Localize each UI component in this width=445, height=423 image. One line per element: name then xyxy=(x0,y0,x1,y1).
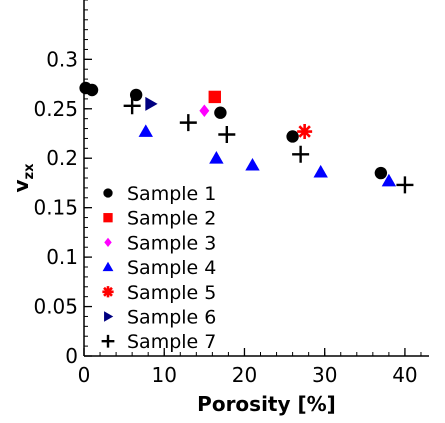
legend-marker xyxy=(104,237,112,248)
data-point-sample-6 xyxy=(145,96,158,111)
data-point-sample-1 xyxy=(214,106,227,119)
y-tick-label: 0.2 xyxy=(46,146,78,170)
data-point-sample-4 xyxy=(245,157,260,171)
legend-item: Sample 1 xyxy=(103,183,216,205)
legend-item: Sample 4 xyxy=(102,257,216,279)
legend-item: Sample 2 xyxy=(103,208,216,230)
y-axis-ticks: 0 0.05 0.1 0.15 0.2 0.25 0.3 xyxy=(33,0,92,368)
legend-label: Sample 4 xyxy=(127,257,216,279)
data-point-sample-2 xyxy=(208,90,221,104)
x-tick-label: 10 xyxy=(152,363,177,387)
data-point-sample-7 xyxy=(292,145,310,163)
y-axis-title-main: v xyxy=(9,179,33,192)
x-tick-label: 30 xyxy=(312,363,337,387)
legend-item: Sample 7 xyxy=(101,331,216,353)
legend-marker xyxy=(102,261,114,272)
x-tick-label: 20 xyxy=(232,363,257,387)
svg-text:vzx: vzx xyxy=(9,163,37,193)
data-point-sample-4 xyxy=(138,124,153,137)
y-tick-label: 0.25 xyxy=(33,97,78,121)
legend-label: Sample 5 xyxy=(127,282,216,304)
data-point-sample-3 xyxy=(199,104,210,117)
legend-marker xyxy=(103,213,113,223)
x-tick-label: 0 xyxy=(78,363,91,387)
legend-marker xyxy=(103,188,113,198)
data-point-sample-5 xyxy=(297,124,313,140)
x-axis-ticks: 0 10 20 30 40 xyxy=(78,348,422,387)
y-tick-label: 0.1 xyxy=(46,245,78,269)
data-point-sample-7 xyxy=(123,97,141,115)
legend-item: Sample 3 xyxy=(104,232,216,254)
data-point-sample-1 xyxy=(374,166,388,180)
data-point-sample-7 xyxy=(218,125,236,143)
legend-label: Sample 2 xyxy=(127,208,216,230)
data-point-sample-4 xyxy=(209,151,224,164)
legend-marker xyxy=(102,286,114,298)
data-point-sample-4 xyxy=(381,173,397,187)
data-point-sample-7 xyxy=(396,176,414,194)
legend-label: Sample 6 xyxy=(127,307,216,329)
y-tick-label: 0.15 xyxy=(33,196,78,220)
y-axis-title: vzx xyxy=(9,163,37,193)
legend-label: Sample 3 xyxy=(127,232,216,254)
y-axis-title-subscript: zx xyxy=(22,163,37,180)
x-axis-title: Porosity [%] xyxy=(197,392,336,416)
legend-item: Sample 5 xyxy=(102,282,216,304)
legend-label: Sample 1 xyxy=(127,183,216,205)
axes: 0 0.05 0.1 0.15 0.2 0.25 0.3 0 10 20 30 40 xyxy=(33,0,429,387)
legend-marker xyxy=(104,311,114,322)
legend-item: Sample 6 xyxy=(104,307,216,329)
data-point-sample-4 xyxy=(313,164,328,178)
data-point-sample-1 xyxy=(85,83,99,97)
data-point-sample-7 xyxy=(179,114,197,132)
y-tick-label: 0.3 xyxy=(46,47,78,71)
legend-label: Sample 7 xyxy=(127,331,216,353)
data-point-sample-1 xyxy=(286,130,299,143)
y-tick-label: 0.05 xyxy=(33,295,78,319)
x-tick-label: 40 xyxy=(392,363,417,387)
data-markers xyxy=(79,81,414,194)
y-tick-label: 0 xyxy=(65,344,78,368)
legend-marker xyxy=(101,334,115,348)
